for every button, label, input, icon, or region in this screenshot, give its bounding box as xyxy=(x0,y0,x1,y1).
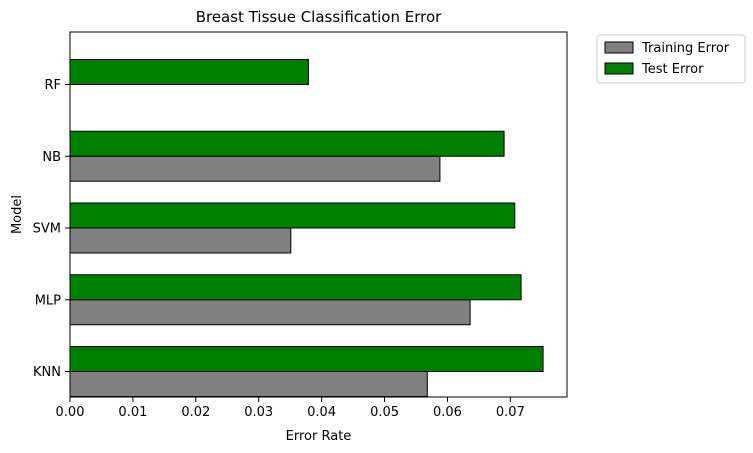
legend: Training Error Test Error xyxy=(596,34,746,84)
x-tick-label: 0.05 xyxy=(370,405,399,420)
y-axis: KNN MLP SVM NB RF xyxy=(33,78,70,380)
bar-training-error-nb xyxy=(69,155,441,182)
y-tick-label: KNN xyxy=(33,365,61,380)
chart-title: Breast Tissue Classification Error xyxy=(196,8,442,26)
x-tick-label: 0.06 xyxy=(433,405,462,420)
legend-label-training-error: Training Error xyxy=(641,41,730,56)
bar-training-error-knn xyxy=(69,371,428,397)
legend-swatch-test-error xyxy=(604,62,634,75)
x-tick-label: 0.07 xyxy=(496,405,525,420)
x-tick-label: 0.02 xyxy=(181,405,210,420)
x-axis-label: Error Rate xyxy=(286,429,352,444)
bar-test-error-nb xyxy=(69,130,505,157)
legend-swatch-training-error xyxy=(604,41,634,54)
bar-training-error-svm xyxy=(69,227,292,254)
bar-test-error-svm xyxy=(69,202,516,229)
bars-group xyxy=(69,59,544,397)
y-axis-label: Model xyxy=(10,195,25,234)
bar-test-error-rf xyxy=(69,59,309,85)
y-tick-label: RF xyxy=(44,78,61,93)
bar-test-error-mlp xyxy=(69,274,522,301)
legend-label-test-error: Test Error xyxy=(641,62,704,77)
x-tick-label: 0.01 xyxy=(118,405,147,420)
bar-training-error-mlp xyxy=(69,299,471,326)
x-axis: 0.00 0.01 0.02 0.03 0.04 0.05 0.06 0.07 xyxy=(56,397,525,420)
x-tick-label: 0.04 xyxy=(307,405,336,420)
bar-test-error-knn xyxy=(69,346,544,372)
y-tick-label: MLP xyxy=(35,293,61,308)
x-tick-label: 0.00 xyxy=(56,405,85,420)
legend-box xyxy=(596,34,746,84)
x-tick-label: 0.03 xyxy=(244,405,273,420)
y-tick-label: SVM xyxy=(33,222,61,237)
y-tick-label: NB xyxy=(42,150,61,165)
